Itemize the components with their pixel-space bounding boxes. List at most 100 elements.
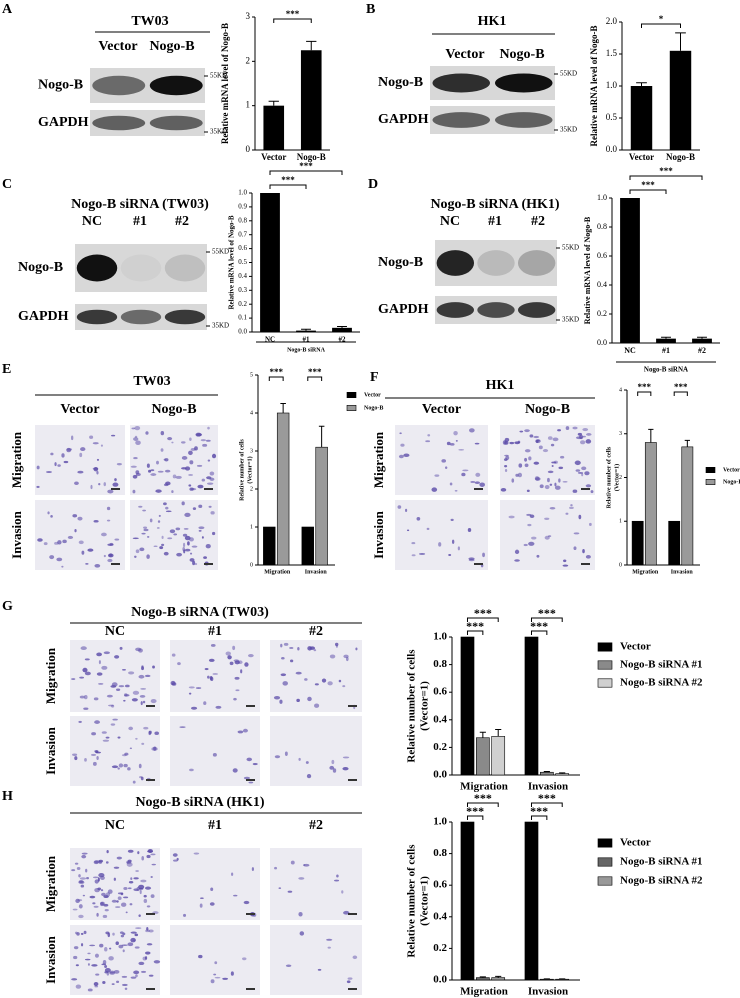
cell: [163, 551, 169, 556]
cell: [145, 951, 151, 955]
cell: [139, 889, 142, 895]
cell: [78, 914, 84, 919]
y-axis-label: Relative mRNA level of Nogo-B: [228, 215, 236, 309]
cell: [80, 884, 85, 888]
cell: [535, 477, 541, 481]
cell: [547, 436, 553, 440]
y-tick-label: 0.5: [606, 112, 618, 122]
significance-bracket: [530, 802, 563, 807]
cell: [46, 471, 52, 473]
cell: [79, 676, 85, 679]
cell: [146, 536, 150, 538]
cell: [233, 697, 237, 701]
cell: [547, 535, 552, 537]
legend-label: Nogo-B siRNA #2: [620, 875, 703, 887]
cell: [229, 661, 234, 666]
significance-label: ***: [299, 161, 313, 171]
cell: [145, 431, 149, 435]
cell: [194, 562, 198, 566]
cell: [121, 944, 128, 947]
cell: [74, 481, 79, 485]
cell: [111, 899, 117, 903]
cell: [544, 535, 550, 540]
cell: [101, 665, 108, 670]
cell: [146, 463, 150, 468]
cell: [346, 980, 351, 984]
cell: [565, 512, 569, 515]
cell: [274, 866, 278, 870]
cell: [77, 899, 83, 902]
cell: [468, 557, 475, 560]
y-tick-label: 0.2: [238, 300, 247, 308]
cell: [298, 877, 305, 880]
cell: [143, 726, 149, 730]
cell: [90, 753, 97, 756]
cell: [173, 533, 178, 536]
cell: [123, 896, 129, 899]
cell: [115, 688, 121, 691]
cell: [533, 435, 540, 439]
cell: [504, 440, 509, 445]
cell: [203, 701, 207, 706]
cell: [127, 849, 134, 853]
cell: [133, 877, 139, 880]
cell: [160, 430, 165, 436]
cell: [161, 535, 164, 539]
band: [432, 112, 490, 128]
error-bar: [268, 100, 279, 106]
cell: [208, 505, 212, 508]
cell: [164, 469, 171, 473]
significance-bracket: [637, 391, 652, 396]
lane-label: Vector: [98, 39, 137, 54]
cell: [397, 505, 402, 509]
scale-bar: [474, 488, 483, 490]
cell: [150, 473, 157, 476]
cell: [94, 888, 100, 893]
cell: [128, 671, 135, 675]
row-label: Migration: [43, 855, 58, 912]
scale-bar: [111, 488, 120, 490]
cell: [205, 439, 211, 442]
cell: [234, 676, 240, 680]
cell: [104, 965, 108, 969]
cell: [529, 434, 534, 438]
y-tick-label: 0.7: [238, 230, 247, 238]
cell: [72, 908, 78, 911]
significance-bracket: [641, 23, 681, 28]
blot-title: HK1: [478, 14, 507, 29]
micrograph: [35, 425, 125, 495]
cell: [212, 673, 218, 675]
cell: [141, 970, 147, 973]
cell: [74, 529, 77, 533]
cell: [134, 933, 139, 937]
cell: [175, 527, 181, 531]
cell: [171, 441, 174, 444]
legend-label: Nogo-B: [364, 405, 383, 411]
row-label: Nogo-B: [378, 255, 423, 270]
cell: [108, 956, 114, 961]
y-tick-label: 1.0: [238, 189, 247, 197]
significance-label: ***: [530, 619, 548, 633]
cell: [148, 469, 152, 473]
cell: [75, 898, 80, 903]
scale-bar: [146, 913, 155, 915]
cell: [123, 763, 128, 768]
cell: [511, 478, 515, 483]
cell: [449, 442, 455, 446]
cell: [83, 694, 88, 700]
scale-bar: [474, 563, 483, 565]
cell: [549, 483, 553, 486]
significance-label: ***: [538, 606, 556, 620]
y-tick-label: 2: [619, 475, 622, 481]
cell: [431, 487, 438, 492]
cell: [79, 695, 85, 699]
band: [120, 254, 162, 282]
y-tick-label: 0.6: [433, 686, 447, 698]
column-label: NC: [105, 818, 125, 833]
cell: [106, 694, 113, 698]
scale-bar: [204, 563, 213, 565]
cell: [252, 762, 258, 766]
cell: [524, 449, 531, 453]
cell: [290, 860, 295, 865]
